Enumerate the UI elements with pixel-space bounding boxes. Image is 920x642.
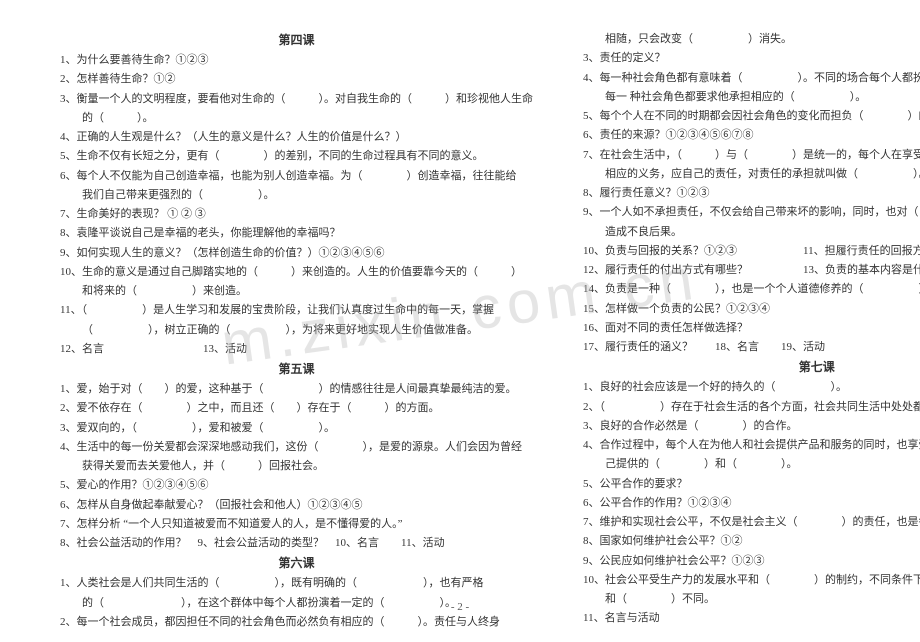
text-line: 8、履行责任意义？①②③ — [583, 184, 920, 203]
right-column: 相随，只会改变（ ）消失。 3、责任的定义？ 4、每一种社会角色都有意味着（ ）… — [583, 30, 920, 632]
text-line: 5、生命不仅有长短之分，更有（ ）的差别，不同的生命过程具有不同的意义。 — [60, 147, 533, 166]
text-line: 我们自己带来更强烈的（ ）。 — [60, 186, 533, 205]
text-line: 2、怎样善待生命？①② — [60, 70, 533, 89]
text-line: 6、公平合作的作用？①②③④ — [583, 494, 920, 513]
text-line: 己提供的（ ）和（ ）。 — [583, 455, 920, 474]
text-line: 获得关爱而去关爱他人，并（ ）回报社会。 — [60, 457, 533, 476]
text-line: 3、衡量一个人的文明程度，要看他对生命的（ ）。对自我生命的（ ）和珍视他人生命 — [60, 90, 533, 109]
text-line: 11、名言与活动 — [583, 609, 920, 628]
section-7-title: 第七课 — [583, 357, 920, 378]
text-line: 15、怎样做一个负责的公民？①②③④ — [583, 300, 920, 319]
text-line: 3、良好的合作必然是（ ）的合作。 — [583, 417, 920, 436]
text-line: 4、合作过程中，每个人在为他人和社会提供产品和服务的同时，也享受着他人和社会为自 — [583, 436, 920, 455]
text-line: 12、履行责任的付出方式有哪些？ 13、负责的基本内容是什么？①②③ — [583, 261, 920, 280]
text-line: 6、责任的来源？①②③④⑤⑥⑦⑧ — [583, 126, 920, 145]
text-line: 10、生命的意义是通过自己脚踏实地的（ ）来创造的。人生的价值要靠今天的（ ） — [60, 263, 533, 282]
text-line: 7、生命美好的表现？ ① ② ③ — [60, 205, 533, 224]
text-line: 12、名言 13、活动 — [60, 340, 533, 359]
text-line: 相应的义务，应自己的责任，对责任的承担就叫做（ ）。 — [583, 165, 920, 184]
text-line: 6、每个人不仅能为自己创造幸福，也能为别人创造幸福。为（ ）创造幸福，往往能给 — [60, 167, 533, 186]
section-4-title: 第四课 — [60, 30, 533, 51]
left-column: 第四课 1、为什么要善待生命？①②③ 2、怎样善待生命？①② 3、衡量一个人的文… — [60, 30, 533, 632]
text-line: 的（ ）。 — [60, 109, 533, 128]
section-6-title: 第六课 — [60, 553, 533, 574]
text-line: 2、爱不依存在（ ）之中，而且还（ ）存在于（ ）的方面。 — [60, 399, 533, 418]
text-line: 造成不良后果。 — [583, 223, 920, 242]
text-line: 1、为什么要善待生命？①②③ — [60, 51, 533, 70]
text-line: 6、怎样从自身做起奉献爱心？（回报社会和他人）①②③④⑤ — [60, 496, 533, 515]
text-line: 相随，只会改变（ ）消失。 — [583, 30, 920, 49]
text-line: 5、爱心的作用？①②③④⑤⑥ — [60, 476, 533, 495]
text-line: 9、公民应如何维护社会公平？①②③ — [583, 552, 920, 571]
text-line: 8、社会公益活动的作用？ 9、社会公益活动的类型？ 10、名言 11、活动 — [60, 534, 533, 553]
text-line: 1、人类社会是人们共同生活的（ ），既有明确的（ ），也有严格 — [60, 574, 533, 593]
text-line: 2、每一个社会成员，都因担任不同的社会角色而必然负有相应的（ ）。责任与人终身 — [60, 613, 533, 632]
text-line: 10、社会公平受生产力的发展水平和（ ）的制约，不同条件下，公平实现的（ ） — [583, 571, 920, 590]
text-line: 2、（ ）存在于社会生活的各个方面，社会共同生活中处处都有合作。 — [583, 398, 920, 417]
text-line: 4、每一种社会角色都有意味着（ ）。不同的场合每个人都扮演着不同的（ ）， — [583, 69, 920, 88]
text-line: 8、国家如何维护社会公平？①② — [583, 532, 920, 551]
text-line: 和（ ）不同。 — [583, 590, 920, 609]
text-line: 3、爱双向的，（ ），爱和被爱（ ）。 — [60, 419, 533, 438]
text-line: 10、负责与回报的关系？①②③ 11、担履行责任的回报方式有哪些？ — [583, 242, 920, 261]
text-line: 4、生活中的每一份关爱都会深深地感动我们，这份（ ），是爱的源泉。人们会因为曾经 — [60, 438, 533, 457]
section-5-title: 第五课 — [60, 359, 533, 380]
text-line: 1、良好的社会应该是一个好的持久的（ ）。 — [583, 378, 920, 397]
text-line: 1、爱，始于对（ ）的爱，这种基于（ ）的情感往往是人间最真挚最纯洁的爱。 — [60, 380, 533, 399]
text-line: 9、一个人如不承担责任，不仅会给自己带来坏的影响，同时，也对（ ）和（ ） — [583, 203, 920, 222]
text-line: 7、维护和实现社会公平，不仅是社会主义（ ）的责任，也是每个（ ）的责任。 — [583, 513, 920, 532]
text-line: 3、责任的定义？ — [583, 49, 920, 68]
text-line: 16、面对不同的责任怎样做选择？ — [583, 319, 920, 338]
page: 第四课 1、为什么要善待生命？①②③ 2、怎样善待生命？①② 3、衡量一个人的文… — [0, 0, 920, 642]
text-line: 每一 种社会角色都要求他承担相应的（ ）。 — [583, 88, 920, 107]
text-line: 8、袁隆平谈说自己是幸福的老头，你能理解他的幸福吗？ — [60, 224, 533, 243]
text-line: 5、公平合作的要求？ — [583, 475, 920, 494]
text-line: 的（ ），在这个群体中每个人都扮演着一定的（ ）。 — [60, 594, 533, 613]
text-line: 14、负责是一种（ ），也是一个个人道德修养的（ ）。 — [583, 280, 920, 299]
text-line: 7、在社会生活中，（ ）与（ ）是统一的，每个人在享受着权利的同时，也应尽 — [583, 146, 920, 165]
text-line: 11、（ ）是人生学习和发展的宝贵阶段，让我们认真度过生命中的每一天，掌握 — [60, 301, 533, 320]
text-line: 9、如何实现人生的意义？（怎样创造生命的价值？）①②③④⑤⑥ — [60, 244, 533, 263]
text-line: 和将来的（ ）来创造。 — [60, 282, 533, 301]
text-line: 5、每个个人在不同的时期都会因社会角色的变化而担负（ ）的责任。 — [583, 107, 920, 126]
text-line: （ ），树立正确的（ ），为将来更好地实现人生价值做准备。 — [60, 321, 533, 340]
text-line: 17、履行责任的涵义？ 18、名言 19、活动 — [583, 338, 920, 357]
text-line: 4、正确的人生观是什么？（人生的意义是什么？人生的价值是什么？） — [60, 128, 533, 147]
text-line: 7、怎样分析 “一个人只知道被爱而不知道爱人的人，是不懂得爱的人。” — [60, 515, 533, 534]
